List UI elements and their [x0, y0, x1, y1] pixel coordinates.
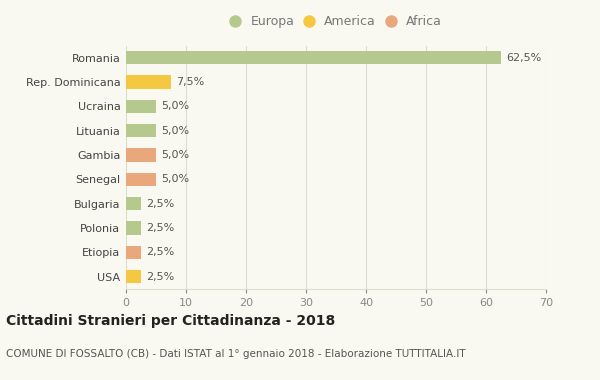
Text: 2,5%: 2,5%: [146, 247, 174, 257]
Text: 2,5%: 2,5%: [146, 272, 174, 282]
Bar: [126, 51, 501, 65]
Bar: [126, 124, 156, 138]
Bar: [126, 100, 156, 113]
Text: 2,5%: 2,5%: [146, 199, 174, 209]
Text: 7,5%: 7,5%: [176, 77, 204, 87]
Text: 62,5%: 62,5%: [506, 53, 541, 63]
Text: 5,0%: 5,0%: [161, 174, 189, 184]
Text: COMUNE DI FOSSALTO (CB) - Dati ISTAT al 1° gennaio 2018 - Elaborazione TUTTITALI: COMUNE DI FOSSALTO (CB) - Dati ISTAT al …: [6, 349, 466, 359]
Bar: [126, 197, 141, 211]
Text: 5,0%: 5,0%: [161, 126, 189, 136]
Bar: [126, 148, 156, 162]
Bar: [126, 75, 171, 89]
Text: 5,0%: 5,0%: [161, 101, 189, 111]
Text: 2,5%: 2,5%: [146, 223, 174, 233]
Bar: [126, 245, 141, 259]
Text: 5,0%: 5,0%: [161, 150, 189, 160]
Bar: [126, 173, 156, 186]
Bar: [126, 221, 141, 235]
Bar: [126, 270, 141, 283]
Text: Cittadini Stranieri per Cittadinanza - 2018: Cittadini Stranieri per Cittadinanza - 2…: [6, 314, 335, 328]
Legend: Europa, America, Africa: Europa, America, Africa: [228, 13, 444, 31]
